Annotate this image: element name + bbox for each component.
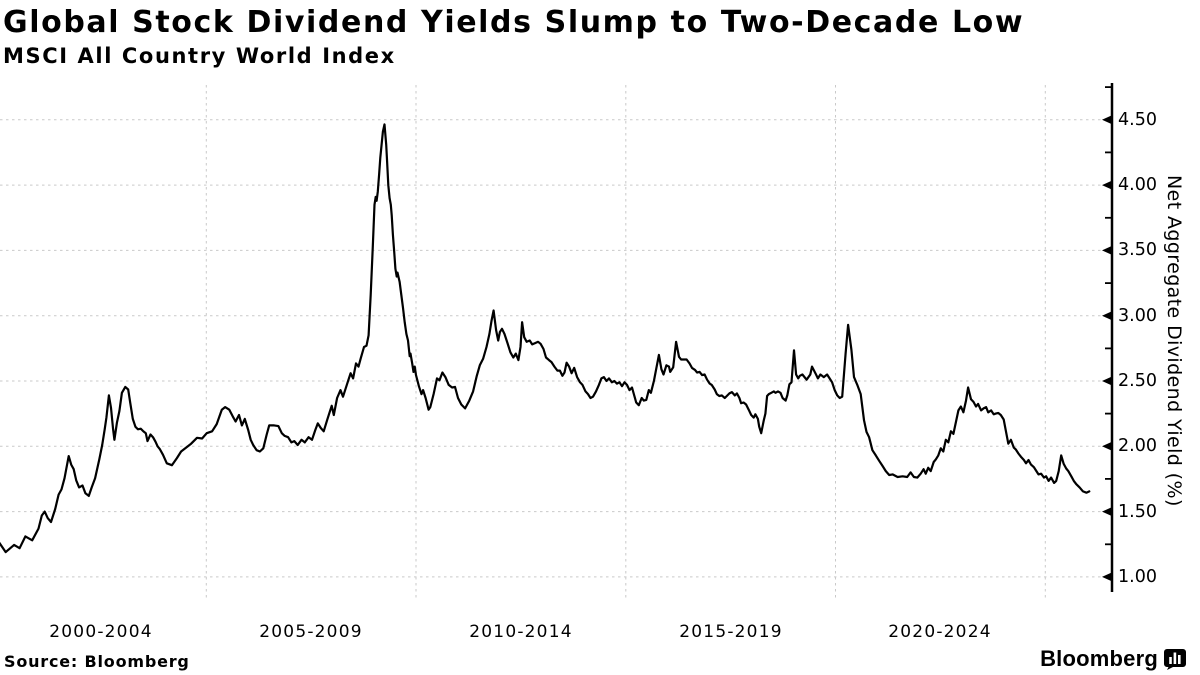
x-axis-tick-label: 2000-2004	[49, 622, 153, 642]
x-axis-tick-label: 2015-2019	[679, 622, 783, 642]
chart-title: Global Stock Dividend Yields Slump to Tw…	[3, 5, 1025, 40]
bloomberg-bars-icon	[1164, 648, 1186, 670]
y-axis-title: Net Aggregate Dividend Yield (%)	[1163, 175, 1185, 507]
x-axis-tick-label: 2020-2024	[888, 622, 992, 642]
source-note: Source: Bloomberg	[4, 652, 190, 671]
y-axis-tick-label: 3.50	[1118, 240, 1157, 260]
x-axis-tick-label: 2005-2009	[259, 622, 363, 642]
y-axis-tick-label: 4.00	[1118, 175, 1157, 195]
y-axis-tick-label: 3.00	[1118, 306, 1157, 326]
y-axis-tick-label: 2.50	[1118, 371, 1157, 391]
y-axis-tick-label: 2.00	[1118, 436, 1157, 456]
chart-subtitle: MSCI All Country World Index	[3, 44, 396, 68]
y-axis-tick-label: 1.50	[1118, 502, 1157, 522]
x-axis-tick-label: 2010-2014	[469, 622, 573, 642]
y-axis-tick-label: 4.50	[1118, 110, 1157, 130]
bloomberg-wordmark: Bloomberg	[1040, 646, 1158, 671]
bloomberg-logo: Bloomberg	[1040, 646, 1186, 672]
y-axis-tick-label: 1.00	[1118, 567, 1157, 587]
